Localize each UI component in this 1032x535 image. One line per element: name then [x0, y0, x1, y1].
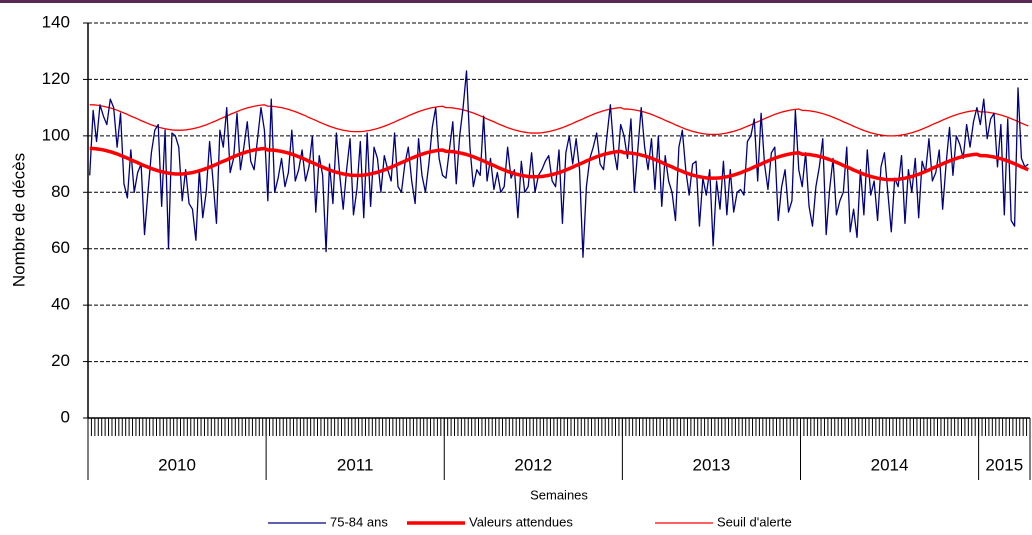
year-label: 2013: [693, 455, 731, 474]
year-label: 2011: [337, 455, 374, 474]
year-label: 2010: [158, 455, 196, 474]
y-tick-label: 140: [42, 12, 70, 31]
year-label: 2014: [871, 455, 909, 474]
series-line: [89, 104, 1029, 137]
x-axis-label: Semaines: [530, 487, 588, 502]
series-line: [89, 146, 1029, 182]
y-tick-label: 60: [51, 238, 70, 257]
legend-label: Valeurs attendues: [469, 514, 573, 529]
y-tick-label: 80: [51, 182, 70, 201]
y-axis-label: Nombre de décès: [9, 153, 28, 287]
series-line: [89, 70, 1029, 258]
year-label: 2015: [985, 455, 1023, 474]
y-tick-label: 0: [61, 407, 70, 426]
y-tick-label: 120: [42, 69, 70, 88]
top-border: [0, 0, 1032, 3]
year-label: 2012: [514, 455, 552, 474]
y-tick-label: 20: [51, 351, 70, 370]
y-tick-label: 100: [42, 125, 70, 144]
legend-label: 75-84 ans: [330, 514, 388, 529]
y-tick-label: 40: [51, 295, 70, 314]
legend-label: Seuil d'alerte: [717, 514, 792, 529]
